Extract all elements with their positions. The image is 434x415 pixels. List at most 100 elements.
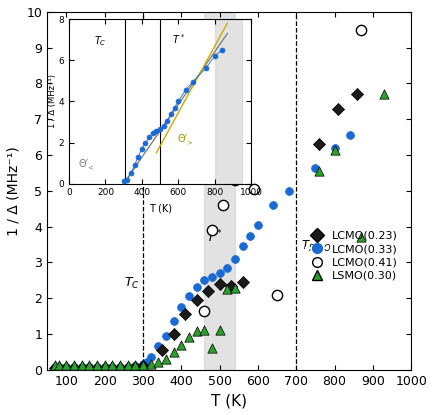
Point: [331, 144, 338, 151]
X-axis label: T (K): T (K): [211, 393, 247, 408]
Point: [155, 343, 162, 350]
Point: [132, 363, 139, 369]
Point: [285, 188, 292, 194]
Point: [71, 364, 78, 370]
Point: [71, 362, 78, 369]
Point: [139, 362, 146, 369]
Point: [63, 364, 70, 370]
Point: [239, 243, 246, 249]
Point: [216, 270, 223, 276]
Point: [358, 234, 365, 241]
Point: [208, 227, 215, 234]
Point: [224, 286, 231, 293]
Point: [224, 264, 231, 271]
Point: [239, 279, 246, 286]
Point: [216, 281, 223, 287]
Text: $T_C$: $T_C$: [124, 276, 140, 291]
Point: [182, 311, 189, 317]
Point: [316, 141, 322, 148]
Point: [346, 132, 353, 139]
Point: [159, 347, 166, 353]
Point: [55, 364, 62, 371]
Point: [220, 202, 227, 208]
Text: $T_{R-O}$: $T_{R-O}$: [301, 239, 332, 254]
Point: [231, 285, 238, 292]
Point: [78, 364, 85, 370]
Point: [381, 91, 388, 98]
Point: [162, 356, 169, 362]
Point: [132, 362, 139, 369]
Point: [201, 307, 208, 314]
Point: [193, 328, 200, 334]
Point: [51, 364, 58, 371]
Point: [331, 146, 338, 153]
Point: [124, 362, 131, 369]
Point: [117, 364, 124, 370]
Point: [193, 284, 200, 290]
Point: [201, 277, 208, 283]
Point: [312, 164, 319, 171]
Point: [208, 345, 215, 352]
Point: [147, 354, 154, 361]
Point: [273, 291, 280, 298]
Bar: [204, 12, 235, 370]
Point: [162, 332, 169, 339]
Text: $T^*$: $T^*$: [206, 229, 223, 246]
Point: [86, 364, 93, 371]
Point: [86, 362, 93, 369]
Point: [143, 359, 150, 366]
Point: [78, 362, 85, 369]
Point: [94, 364, 101, 371]
Point: [109, 364, 116, 370]
Point: [316, 168, 322, 174]
Point: [216, 327, 223, 334]
Point: [101, 364, 108, 371]
Point: [178, 341, 185, 348]
Point: [63, 362, 70, 369]
Point: [170, 318, 177, 325]
Point: [335, 105, 342, 112]
Point: [231, 256, 238, 262]
Point: [101, 362, 108, 369]
Point: [55, 364, 62, 370]
Point: [185, 334, 192, 341]
Point: [231, 177, 238, 183]
Point: [227, 282, 234, 289]
Point: [51, 364, 58, 370]
Point: [254, 222, 261, 228]
Point: [94, 364, 101, 370]
Point: [117, 362, 124, 369]
Point: [71, 364, 78, 371]
Point: [124, 364, 131, 370]
Point: [132, 364, 139, 371]
Point: [270, 202, 277, 208]
Point: [109, 364, 116, 371]
Point: [94, 362, 101, 369]
Point: [358, 27, 365, 33]
Y-axis label: 1 / Δ (MHz⁻¹): 1 / Δ (MHz⁻¹): [7, 146, 21, 236]
Point: [78, 364, 85, 371]
Point: [139, 361, 146, 368]
Point: [139, 363, 146, 369]
Point: [354, 91, 361, 98]
Point: [205, 288, 212, 294]
Point: [101, 364, 108, 370]
Point: [86, 364, 93, 370]
Point: [185, 293, 192, 300]
Point: [117, 364, 124, 371]
Point: [170, 349, 177, 355]
Point: [109, 362, 116, 369]
Point: [178, 304, 185, 310]
Point: [247, 232, 254, 239]
Legend: LCMO(0.23), LCMO(0.33), LCMO(0.41), LSMO(0.30): LCMO(0.23), LCMO(0.33), LCMO(0.41), LSMO…: [302, 227, 402, 286]
Point: [55, 362, 62, 369]
Point: [170, 331, 177, 337]
Point: [51, 362, 58, 369]
Point: [193, 297, 200, 303]
Point: [201, 326, 208, 333]
Point: [63, 364, 70, 371]
Point: [250, 186, 257, 192]
Point: [208, 273, 215, 280]
Point: [124, 364, 131, 371]
Point: [155, 359, 162, 365]
